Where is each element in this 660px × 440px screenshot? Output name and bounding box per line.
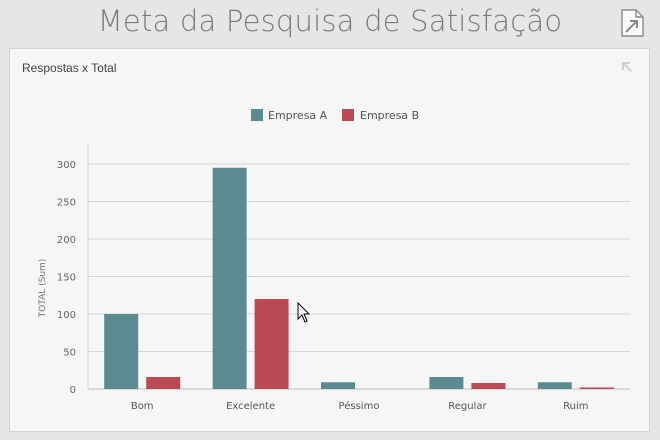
y-tick-label-100: 100 bbox=[57, 310, 76, 321]
bar-bom-empresa-a[interactable] bbox=[104, 314, 139, 389]
y-tick-label-0: 0 bbox=[70, 385, 76, 396]
legend-swatch-empresa-a bbox=[251, 109, 263, 121]
maximize-button[interactable] bbox=[619, 59, 635, 75]
bar-péssimo-empresa-a[interactable] bbox=[321, 382, 355, 389]
legend-label-empresa-b[interactable]: Empresa B bbox=[360, 109, 419, 122]
panel-title: Respostas x Total bbox=[22, 61, 117, 75]
mouse-cursor-icon bbox=[297, 302, 311, 323]
bar-excelente-empresa-b[interactable] bbox=[254, 299, 289, 389]
y-tick-label-50: 50 bbox=[63, 348, 76, 359]
x-tick-labels: Bom Excelente Péssimo Regular Ruim bbox=[131, 400, 589, 412]
y-tick-labels: 0 50 100 150 200 250 300 bbox=[57, 160, 76, 396]
export-icon bbox=[621, 9, 644, 37]
page-title: Meta da Pesquisa de Satisfação bbox=[97, 4, 563, 38]
bar-bom-empresa-b[interactable] bbox=[146, 377, 181, 389]
y-tick-label-200: 200 bbox=[57, 235, 76, 246]
bars bbox=[104, 167, 614, 390]
x-tick-label-2: Péssimo bbox=[339, 400, 380, 412]
x-tick-label-1: Excelente bbox=[226, 401, 275, 412]
y-tick-label-250: 250 bbox=[57, 198, 76, 209]
bar-excelente-empresa-a[interactable] bbox=[212, 167, 247, 389]
bar-regular-empresa-b[interactable] bbox=[471, 383, 506, 389]
bar-ruim-empresa-b[interactable] bbox=[579, 387, 614, 390]
y-tick-label-300: 300 bbox=[57, 160, 76, 171]
bar-regular-empresa-a[interactable] bbox=[429, 377, 464, 389]
y-tick-label-150: 150 bbox=[57, 273, 76, 284]
bar-chart: Empresa A Empresa B TOTAL (Sum) 0 50 100 15… bbox=[38, 109, 630, 412]
chart-legend: Empresa A Empresa B bbox=[251, 109, 419, 122]
gridlines bbox=[87, 144, 630, 390]
x-tick-label-3: Regular bbox=[448, 401, 487, 412]
legend-swatch-empresa-b bbox=[342, 109, 354, 121]
export-button[interactable] bbox=[616, 6, 650, 40]
x-tick-label-4: Ruim bbox=[563, 401, 588, 412]
bar-ruim-empresa-a[interactable] bbox=[537, 382, 572, 389]
chart-panel: Respostas x Total Empresa A Empresa B TO… bbox=[9, 48, 650, 432]
legend-label-empresa-a[interactable]: Empresa A bbox=[268, 109, 328, 122]
maximize-arrow-icon bbox=[622, 62, 632, 72]
x-tick-label-0: Bom bbox=[131, 401, 154, 412]
y-axis-label: TOTAL (Sum) bbox=[38, 259, 48, 319]
